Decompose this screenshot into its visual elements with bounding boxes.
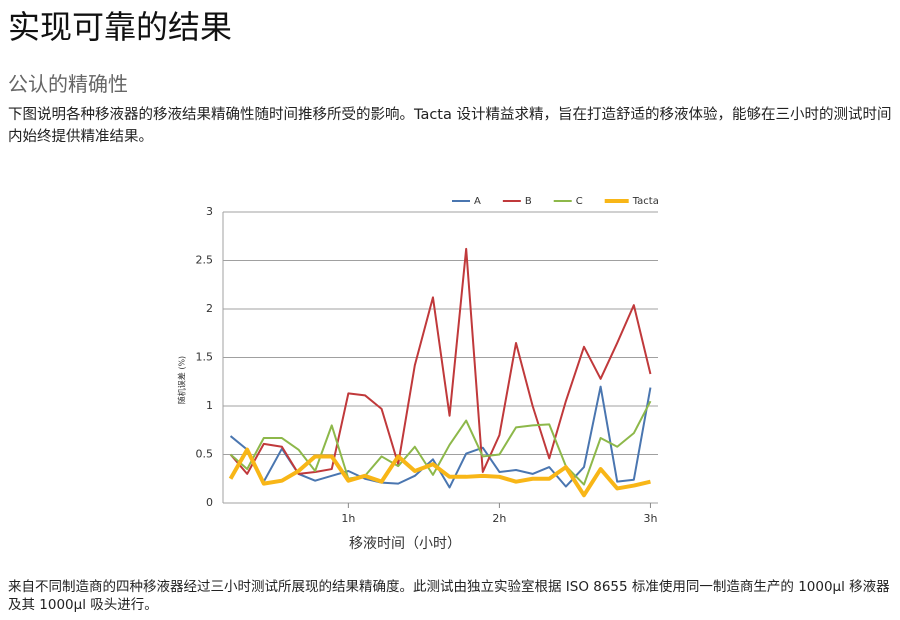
series-line bbox=[229, 385, 652, 489]
x-tick-label: 3h bbox=[643, 512, 657, 525]
footnote: 来自不同制造商的四种移液器经过三小时测试所展现的结果精确度。此测试由独立实验室根… bbox=[8, 579, 890, 613]
y-axis-label: 随机误差 (%) bbox=[177, 356, 187, 404]
title: 实现可靠的结果 bbox=[8, 8, 233, 46]
intro: 下图说明各种移液器的移液结果精确性随时间推移所受的影响。Tacta 设计精益求精… bbox=[8, 107, 892, 145]
y-tick-label: 0.5 bbox=[196, 448, 214, 461]
legend-label: Tacta bbox=[632, 196, 659, 207]
legend-label: A bbox=[474, 196, 481, 207]
legend-label: B bbox=[525, 196, 532, 207]
legend-label: C bbox=[576, 196, 583, 207]
series-line bbox=[228, 447, 651, 498]
y-tick-label: 2.5 bbox=[196, 254, 214, 267]
y-tick-label: 2 bbox=[206, 302, 213, 315]
chart: 0 0.5 1 1.5 2 2.5 3 1h 2h 3h 移液时间（小时） 随机误差 (%) A B C Ta… bbox=[177, 196, 659, 552]
series-line bbox=[229, 400, 652, 486]
y-tick-label: 1.5 bbox=[196, 351, 214, 364]
y-tick-label: 0 bbox=[206, 496, 213, 509]
series-line bbox=[229, 247, 652, 475]
x-axis-label: 移液时间（小时） bbox=[349, 536, 461, 552]
y-tick-label: 3 bbox=[206, 205, 213, 218]
subtitle: 公认的精确性 bbox=[8, 72, 128, 96]
x-tick-label: 1h bbox=[341, 512, 355, 525]
x-tick-label: 2h bbox=[492, 512, 506, 525]
y-tick-label: 1 bbox=[206, 399, 213, 412]
